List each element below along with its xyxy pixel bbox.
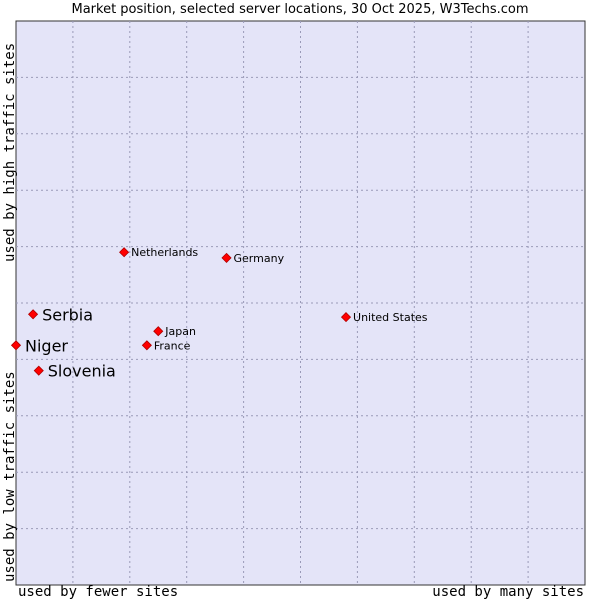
data-point-japan: Japan <box>153 325 196 338</box>
grid-lines <box>16 21 585 585</box>
data-point-united-states: United States <box>340 311 428 324</box>
point-marker-netherlands <box>119 247 130 258</box>
point-label-germany: Germany <box>234 252 285 265</box>
point-label-niger: Niger <box>25 336 68 355</box>
data-point-niger: Niger <box>10 336 68 355</box>
data-point-netherlands: Netherlands <box>119 246 198 259</box>
point-marker-united-states <box>340 312 352 323</box>
x-axis-label-many: used by many sites <box>432 584 584 600</box>
y-axis-label-low: used by low traffic sites <box>2 371 18 582</box>
point-marker-serbia <box>28 309 39 320</box>
y-axis-label-high: used by high traffic sites <box>2 42 18 262</box>
point-marker-france <box>141 340 152 351</box>
data-point-slovenia: Slovenia <box>33 362 116 381</box>
data-point-france: France <box>141 339 191 352</box>
chart-title: Market position, selected server locatio… <box>71 2 529 17</box>
x-axis-label-fewer: used by fewer sites <box>18 584 179 600</box>
point-label-united-states: United States <box>353 311 428 324</box>
data-point-serbia: Serbia <box>28 305 93 324</box>
point-label-japan: Japan <box>164 325 196 338</box>
data-points: Netherlands Germany Serbia United States Jap… <box>10 246 428 381</box>
point-marker-japan <box>153 326 164 337</box>
point-marker-slovenia <box>33 365 44 376</box>
point-label-france: France <box>154 339 191 352</box>
point-label-netherlands: Netherlands <box>131 246 198 259</box>
point-label-serbia: Serbia <box>42 305 93 324</box>
point-marker-germany <box>221 252 232 263</box>
point-label-slovenia: Slovenia <box>48 362 116 381</box>
point-marker-niger <box>10 340 22 351</box>
data-point-germany: Germany <box>221 252 285 265</box>
